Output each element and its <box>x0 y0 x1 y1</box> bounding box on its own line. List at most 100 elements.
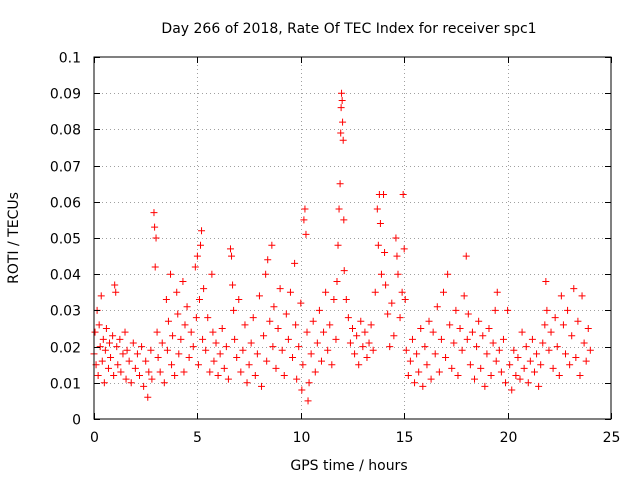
data-point <box>553 343 561 351</box>
data-point <box>104 364 112 372</box>
data-point <box>406 357 414 365</box>
data-point <box>133 350 141 358</box>
data-point <box>163 346 171 354</box>
data-point <box>195 296 203 304</box>
data-point <box>530 368 538 376</box>
data-point <box>413 350 421 358</box>
data-point <box>394 270 402 278</box>
data-point <box>209 328 217 336</box>
data-point <box>322 288 330 296</box>
data-point <box>107 353 115 361</box>
data-point <box>95 321 103 329</box>
x-tick-label: 20 <box>500 430 518 446</box>
data-point <box>311 368 319 376</box>
data-point <box>237 368 245 376</box>
data-point <box>502 379 510 387</box>
data-point <box>175 350 183 358</box>
data-point <box>263 357 271 365</box>
data-point <box>243 379 251 387</box>
data-point <box>483 350 491 358</box>
data-point <box>578 292 586 300</box>
data-point <box>584 325 592 332</box>
data-point <box>216 350 224 358</box>
data-point <box>262 270 270 278</box>
data-point <box>439 288 447 296</box>
data-point <box>495 346 503 354</box>
data-point <box>154 353 162 361</box>
data-point <box>338 89 346 97</box>
data-point <box>471 375 479 383</box>
y-tick-labels: 0 0.01 0.02 0.03 0.04 0.05 0.06 0.07 0.08 0.09 0.1 <box>50 51 81 429</box>
data-point <box>168 361 176 369</box>
data-point <box>419 382 427 390</box>
data-point <box>582 357 590 365</box>
data-point <box>404 372 412 380</box>
data-point <box>295 343 303 351</box>
data-point <box>249 314 257 322</box>
data-point <box>338 96 346 104</box>
data-point <box>315 306 323 314</box>
data-point <box>233 353 241 361</box>
data-point <box>433 303 441 311</box>
data-point <box>282 310 290 318</box>
data-point <box>180 368 188 376</box>
data-point <box>427 375 435 383</box>
data-point <box>239 346 247 354</box>
data-point <box>199 335 207 343</box>
data-point <box>274 325 282 332</box>
data-point <box>198 227 206 235</box>
axis-ticks <box>94 57 612 420</box>
data-point <box>293 375 301 383</box>
data-point <box>396 314 404 322</box>
data-point <box>473 343 481 351</box>
data-point <box>337 129 345 137</box>
data-point <box>510 346 518 354</box>
x-axis-label: GPS time / hours <box>290 458 407 474</box>
data-points <box>90 89 594 405</box>
data-point <box>466 361 474 369</box>
data-point <box>328 361 336 369</box>
data-point <box>549 364 557 372</box>
data-point <box>522 343 530 351</box>
data-point <box>200 285 208 293</box>
data-point <box>568 332 576 340</box>
data-point <box>278 346 286 354</box>
data-point <box>174 310 182 318</box>
data-point <box>266 317 274 325</box>
data-point <box>539 339 547 347</box>
data-point <box>526 357 534 365</box>
data-point <box>373 205 381 213</box>
data-point <box>421 343 429 351</box>
data-point <box>374 241 382 249</box>
data-point <box>94 372 102 380</box>
data-point <box>194 361 202 369</box>
data-point <box>179 277 187 285</box>
data-point <box>516 375 524 383</box>
data-point <box>442 353 450 361</box>
y-tick-label: 0.08 <box>50 123 81 139</box>
data-point <box>145 368 153 376</box>
data-point <box>339 118 347 126</box>
data-point <box>280 372 288 380</box>
data-point <box>557 292 565 300</box>
data-point <box>489 339 497 347</box>
x-tick-labels: 0 5 10 15 20 25 <box>90 430 620 446</box>
data-point <box>218 325 226 332</box>
data-point <box>255 292 263 300</box>
data-point <box>528 335 536 343</box>
data-point <box>429 328 437 336</box>
data-point <box>304 397 312 405</box>
y-tick-label: 0.05 <box>50 232 81 248</box>
data-point <box>468 328 476 336</box>
data-point <box>111 281 119 289</box>
data-point <box>580 339 588 347</box>
data-point <box>235 296 243 304</box>
data-point <box>384 310 392 318</box>
data-point <box>512 372 520 380</box>
data-point <box>518 328 526 336</box>
data-point <box>485 325 493 332</box>
x-tick-label: 10 <box>293 430 311 446</box>
data-point <box>393 252 401 260</box>
y-tick-label: 0.01 <box>50 377 81 393</box>
